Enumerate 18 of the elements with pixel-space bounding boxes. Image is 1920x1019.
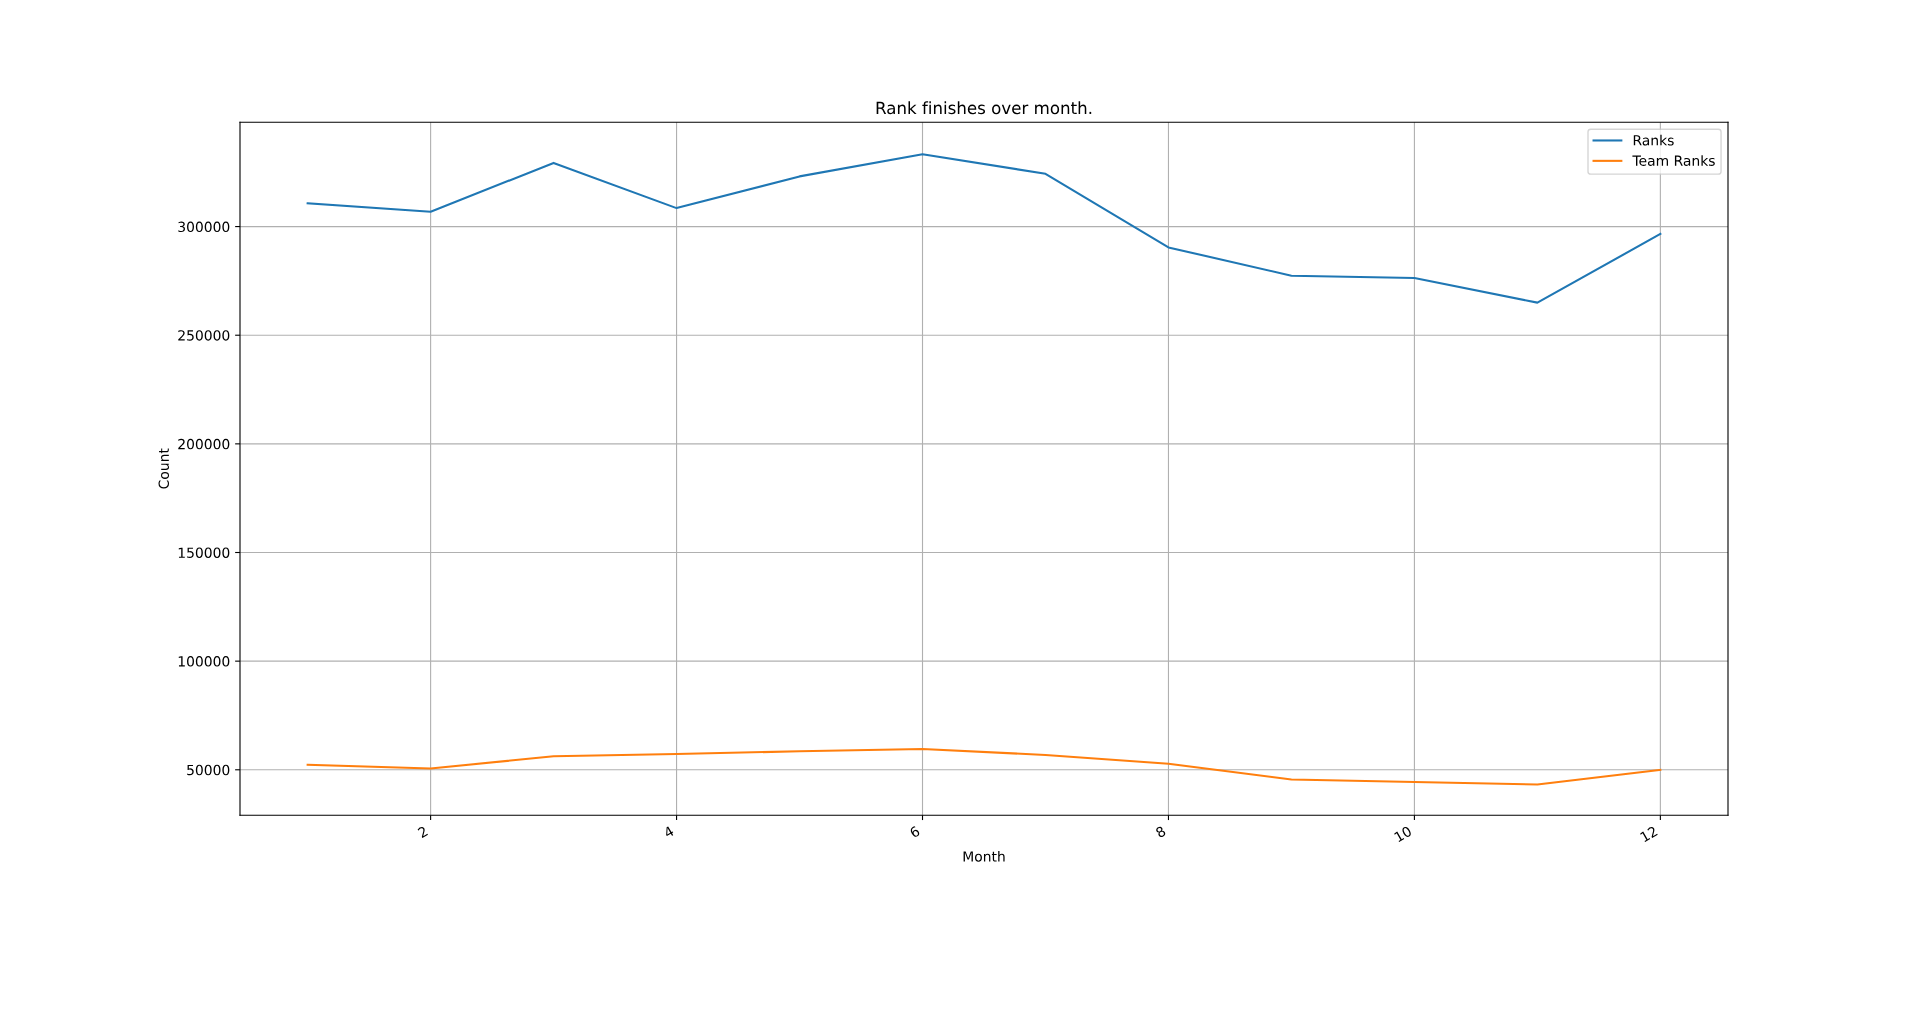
x-tick-label: 10 <box>1393 825 1413 843</box>
y-tick-label: 250000 <box>178 330 230 341</box>
x-tick-label: 4 <box>662 825 675 839</box>
y-tick-label: 100000 <box>178 656 230 667</box>
y-tick-label: 50000 <box>187 764 230 776</box>
y-tick-label: 150000 <box>178 547 230 558</box>
legend-label: Team Ranks <box>1632 155 1715 166</box>
y-tick-label: 300000 <box>178 221 230 233</box>
x-tick-label: 2 <box>417 825 428 838</box>
x-tick-label: 6 <box>909 825 921 839</box>
line-series <box>306 747 1662 786</box>
chart-title: Rank finishes over month. <box>876 101 1092 115</box>
y-tick-label: 200000 <box>178 438 230 450</box>
x-tick-label: 8 <box>1155 825 1167 839</box>
legend-label: Ranks <box>1633 134 1674 146</box>
y-axis-title: Count <box>158 448 170 489</box>
x-axis-title: Month <box>963 850 1005 862</box>
x-tick-label: 12 <box>1639 825 1658 843</box>
